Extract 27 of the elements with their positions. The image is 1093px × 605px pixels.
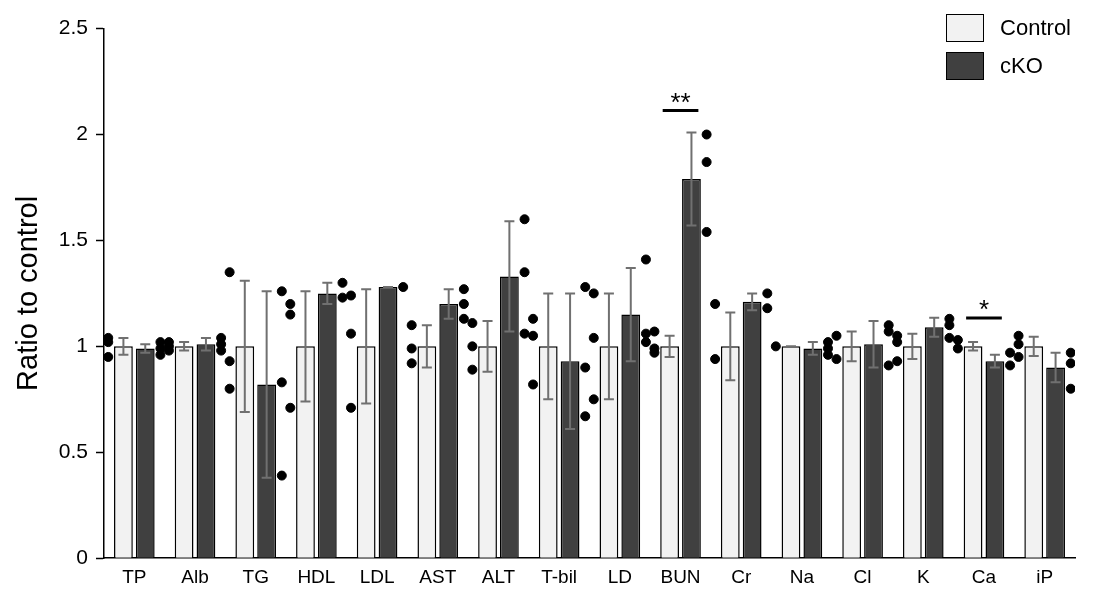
x-tick-label: ALT — [481, 565, 516, 587]
x-tick-label: HDL — [297, 565, 336, 587]
y-tick-label: 1.5 — [58, 227, 88, 251]
x-tick-label: TG — [242, 565, 269, 587]
x-tick-label: LDL — [359, 565, 395, 587]
x-tick-label: LD — [607, 565, 632, 587]
y-tick-label: 0 — [76, 545, 88, 568]
x-tick-label: AST — [419, 565, 457, 587]
text: Control — [1000, 15, 1071, 41]
y-tick-label: 2 — [76, 121, 88, 145]
x-tick-label: Ca — [971, 565, 997, 587]
annotation: * — [978, 294, 990, 325]
x-tick-label: K — [916, 565, 930, 587]
x-tick-label: Alb — [181, 565, 209, 587]
y-axis-title: Ratio to control — [11, 195, 44, 391]
y-tick-label: 1 — [76, 333, 88, 357]
x-tick-label: T-bil — [541, 565, 578, 587]
x-tick-label: BUN — [660, 565, 701, 587]
annotation: ** — [670, 86, 691, 117]
x-tick-label: iP — [1036, 565, 1054, 587]
x-tick-label: Na — [789, 565, 815, 587]
y-tick-label: 0.5 — [58, 439, 88, 463]
y-tick-label: 2.5 — [58, 15, 88, 39]
x-tick-label: Cr — [731, 565, 752, 587]
legend-label: cKO — [1000, 53, 1043, 79]
x-tick-label: Cl — [853, 565, 872, 587]
x-tick-label: TP — [122, 565, 147, 587]
